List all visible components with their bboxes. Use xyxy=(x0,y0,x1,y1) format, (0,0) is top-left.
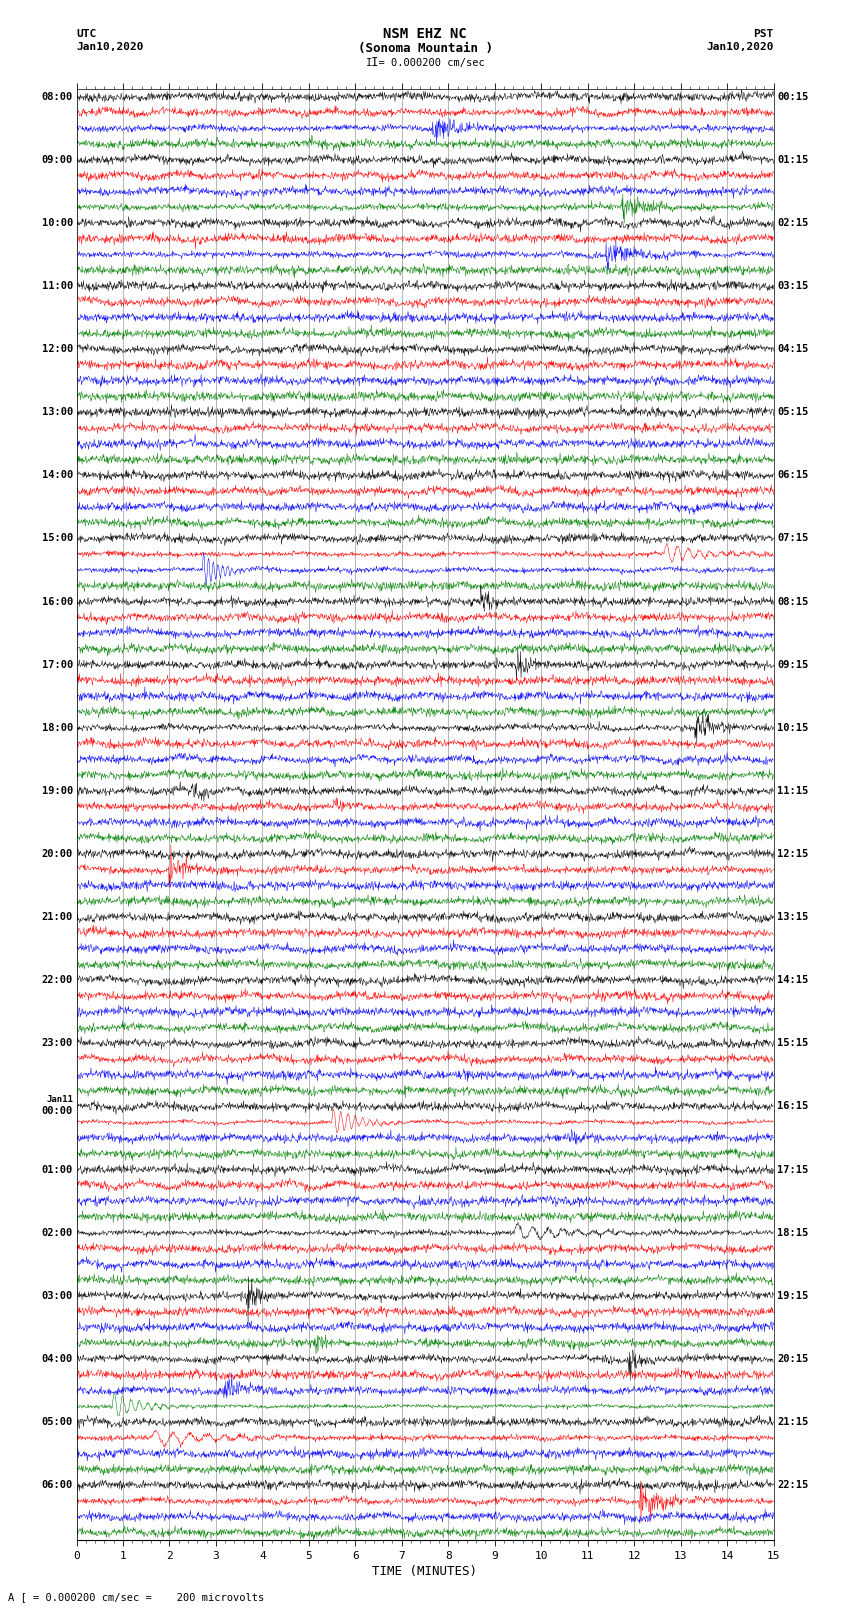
Text: 04:15: 04:15 xyxy=(777,344,808,355)
Text: 16:00: 16:00 xyxy=(42,597,73,606)
Text: 16:15: 16:15 xyxy=(777,1102,808,1111)
Text: 13:15: 13:15 xyxy=(777,911,808,923)
Text: 15:15: 15:15 xyxy=(777,1039,808,1048)
Text: 04:00: 04:00 xyxy=(42,1353,73,1365)
Text: I = 0.000200 cm/sec: I = 0.000200 cm/sec xyxy=(366,58,484,68)
Text: 20:15: 20:15 xyxy=(777,1353,808,1365)
X-axis label: TIME (MINUTES): TIME (MINUTES) xyxy=(372,1565,478,1578)
Text: 18:15: 18:15 xyxy=(777,1227,808,1237)
Text: 17:15: 17:15 xyxy=(777,1165,808,1174)
Text: 08:00: 08:00 xyxy=(42,92,73,102)
Text: 00:15: 00:15 xyxy=(777,92,808,102)
Text: A [ = 0.000200 cm/sec =    200 microvolts: A [ = 0.000200 cm/sec = 200 microvolts xyxy=(8,1592,264,1602)
Text: 09:00: 09:00 xyxy=(42,155,73,165)
Text: 08:15: 08:15 xyxy=(777,597,808,606)
Text: (Sonoma Mountain ): (Sonoma Mountain ) xyxy=(358,42,492,55)
Text: 22:15: 22:15 xyxy=(777,1481,808,1490)
Text: 13:00: 13:00 xyxy=(42,406,73,418)
Text: PST: PST xyxy=(753,29,774,39)
Text: 06:00: 06:00 xyxy=(42,1481,73,1490)
Text: 20:00: 20:00 xyxy=(42,848,73,860)
Text: 23:00: 23:00 xyxy=(42,1039,73,1048)
Text: 15:00: 15:00 xyxy=(42,534,73,544)
Text: 10:15: 10:15 xyxy=(777,723,808,732)
Text: 03:15: 03:15 xyxy=(777,281,808,290)
Text: 12:15: 12:15 xyxy=(777,848,808,860)
Text: Jan11: Jan11 xyxy=(46,1095,73,1103)
Text: 01:00: 01:00 xyxy=(42,1165,73,1174)
Text: 14:15: 14:15 xyxy=(777,976,808,986)
Text: NSM EHZ NC: NSM EHZ NC xyxy=(383,27,467,40)
Text: 05:00: 05:00 xyxy=(42,1418,73,1428)
Text: 18:00: 18:00 xyxy=(42,723,73,732)
Text: 22:00: 22:00 xyxy=(42,976,73,986)
Text: 14:00: 14:00 xyxy=(42,471,73,481)
Text: 01:15: 01:15 xyxy=(777,155,808,165)
Text: 10:00: 10:00 xyxy=(42,218,73,227)
Text: 21:15: 21:15 xyxy=(777,1418,808,1428)
Text: 07:15: 07:15 xyxy=(777,534,808,544)
Text: 12:00: 12:00 xyxy=(42,344,73,355)
Text: 09:15: 09:15 xyxy=(777,660,808,669)
Text: 21:00: 21:00 xyxy=(42,911,73,923)
Text: 02:15: 02:15 xyxy=(777,218,808,227)
Text: 19:15: 19:15 xyxy=(777,1290,808,1300)
Text: 05:15: 05:15 xyxy=(777,406,808,418)
Text: I: I xyxy=(371,56,377,69)
Text: Jan10,2020: Jan10,2020 xyxy=(76,42,144,52)
Text: 03:00: 03:00 xyxy=(42,1290,73,1300)
Text: 02:00: 02:00 xyxy=(42,1227,73,1237)
Text: 17:00: 17:00 xyxy=(42,660,73,669)
Text: 11:00: 11:00 xyxy=(42,281,73,290)
Text: Jan10,2020: Jan10,2020 xyxy=(706,42,774,52)
Text: 00:00: 00:00 xyxy=(42,1107,73,1116)
Text: 06:15: 06:15 xyxy=(777,471,808,481)
Text: UTC: UTC xyxy=(76,29,97,39)
Text: 19:00: 19:00 xyxy=(42,786,73,795)
Text: 11:15: 11:15 xyxy=(777,786,808,795)
